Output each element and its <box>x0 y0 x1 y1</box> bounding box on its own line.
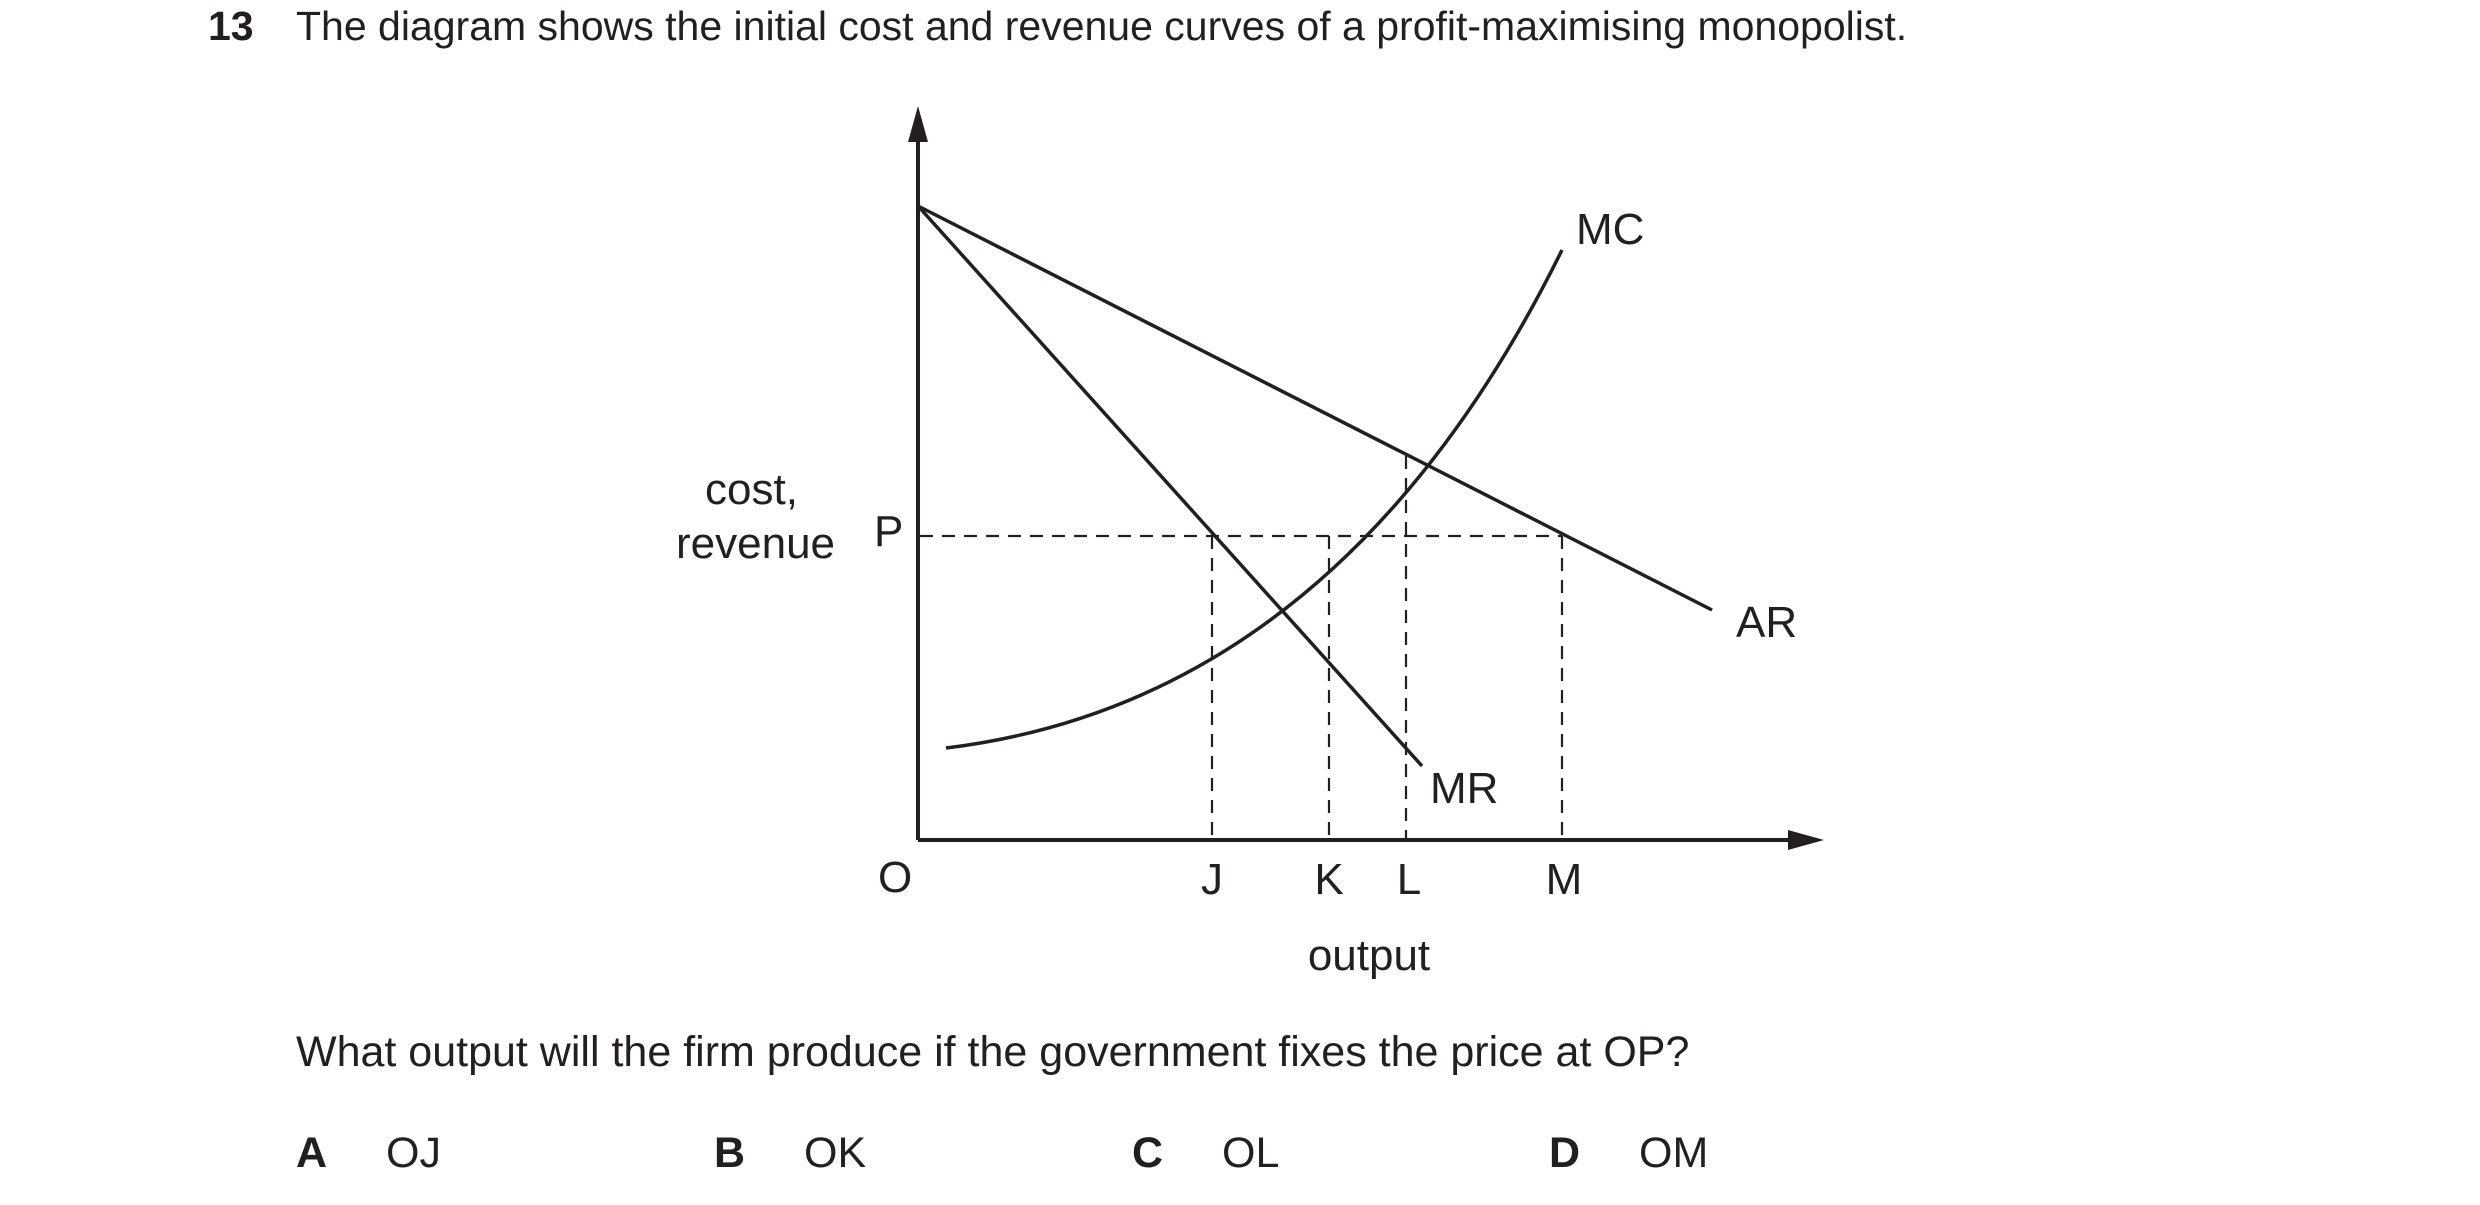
question-number: 13 <box>208 3 254 49</box>
output-point-m: M <box>1546 855 1583 904</box>
option-b[interactable]: B OK <box>714 1126 866 1180</box>
question-prompt: What output will the firm produce if the… <box>296 1028 1690 1076</box>
option-d[interactable]: D OM <box>1549 1126 1708 1180</box>
option-a-letter: A <box>296 1129 328 1177</box>
option-c-text: OL <box>1222 1129 1280 1177</box>
x-axis-arrowhead <box>1788 830 1824 850</box>
y-axis-label-line2: revenue <box>676 519 835 568</box>
x-axis-label: output <box>1308 931 1430 980</box>
output-point-l: L <box>1397 855 1421 904</box>
origin-label: O <box>878 853 912 902</box>
ar-curve <box>917 204 1713 612</box>
option-b-letter: B <box>714 1129 746 1177</box>
option-a-text: OJ <box>386 1129 441 1177</box>
mc-curve <box>945 249 1564 750</box>
option-d-letter: D <box>1549 1129 1581 1177</box>
option-d-text: OM <box>1639 1129 1709 1177</box>
y-axis-arrowhead <box>908 106 928 142</box>
price-label: P <box>874 507 903 556</box>
mr-curve <box>916 204 1424 768</box>
option-c-letter: C <box>1132 1129 1164 1177</box>
output-point-k: K <box>1314 855 1343 904</box>
mr-label: MR <box>1430 764 1498 813</box>
option-c[interactable]: C OL <box>1132 1126 1279 1180</box>
mc-label: MC <box>1576 205 1644 254</box>
question-stem: The diagram shows the initial cost and r… <box>296 3 1908 49</box>
ar-label: AR <box>1736 598 1797 647</box>
option-b-text: OK <box>804 1129 867 1177</box>
y-axis-label-line1: cost, <box>705 465 798 514</box>
option-a[interactable]: A OJ <box>296 1126 441 1180</box>
output-point-j: J <box>1201 855 1223 904</box>
